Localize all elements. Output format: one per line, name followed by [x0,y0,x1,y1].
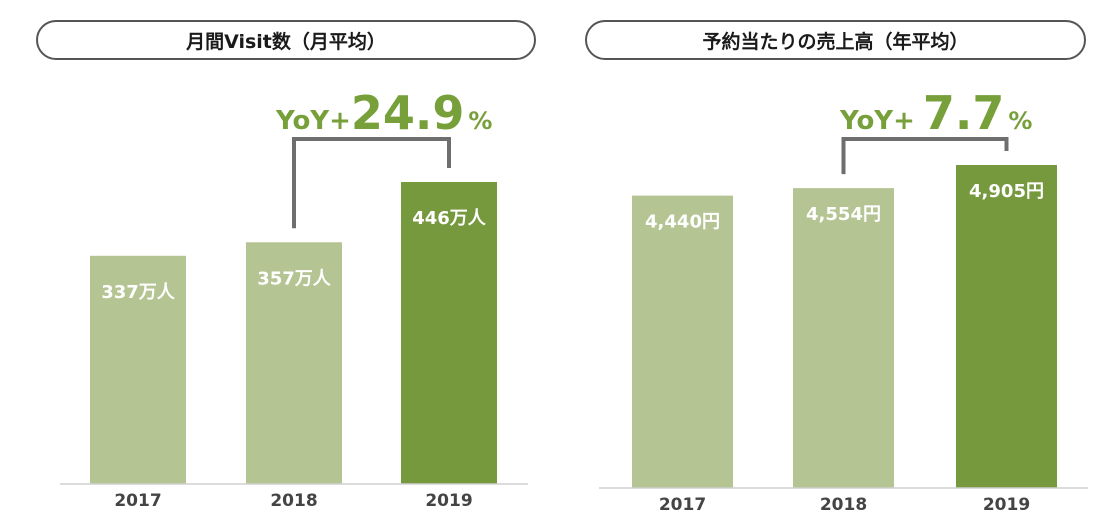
bar-value-label: 357万人 [257,268,332,289]
category-label: 2017 [659,495,706,515]
category-label: 2018 [270,491,317,511]
category-label: 2017 [114,491,161,511]
bar-2018 [246,242,342,484]
yoy-value: 7.7 [922,86,1005,140]
bar-2017 [90,255,186,484]
yoy-label: YoY+24.9% [276,90,492,136]
revenue-chart: 予約当たりの売上高（年平均） YoY+ 7.7% 4,440円 2017 4,554円… [547,0,1094,524]
visits-chart: 月間Visit数（月平均） YoY+24.9% 337万人 2017 357万人 20… [36,20,536,511]
yoy-bracket [841,137,1009,175]
bar-2019 [956,165,1057,488]
bar-2017 [632,195,733,488]
bar-value-label: 446万人 [412,208,487,229]
category-label: 2019 [983,495,1030,515]
plot-area: 337万人 2017 357万人 2018 446万人 2019 [60,137,528,511]
yoy-prefix: YoY+ [840,106,915,136]
chart-title: 月間Visit数（月平均） [36,20,536,60]
bar-2018 [793,188,894,488]
chart-title: 予約当たりの売上高（年平均） [585,20,1086,60]
yoy-value: 24.9 [350,86,465,140]
yoy-prefix: YoY+ [276,106,351,136]
bar-value-label: 4,554円 [806,204,881,225]
yoy-suffix: % [468,107,493,135]
category-label: 2019 [425,491,472,511]
bar-2019 [401,182,497,484]
bar-value-label: 4,440円 [645,212,720,233]
yoy-bracket [292,137,451,229]
plot-area: 4,440円 2017 4,554円 2018 4,905円 2019 [599,137,1088,515]
category-label: 2018 [820,495,867,515]
yoy-label: YoY+ 7.7% [840,90,1032,136]
bar-value-label: 4,905円 [969,181,1044,202]
yoy-suffix: % [1008,107,1033,135]
bar-value-label: 337万人 [101,282,176,303]
